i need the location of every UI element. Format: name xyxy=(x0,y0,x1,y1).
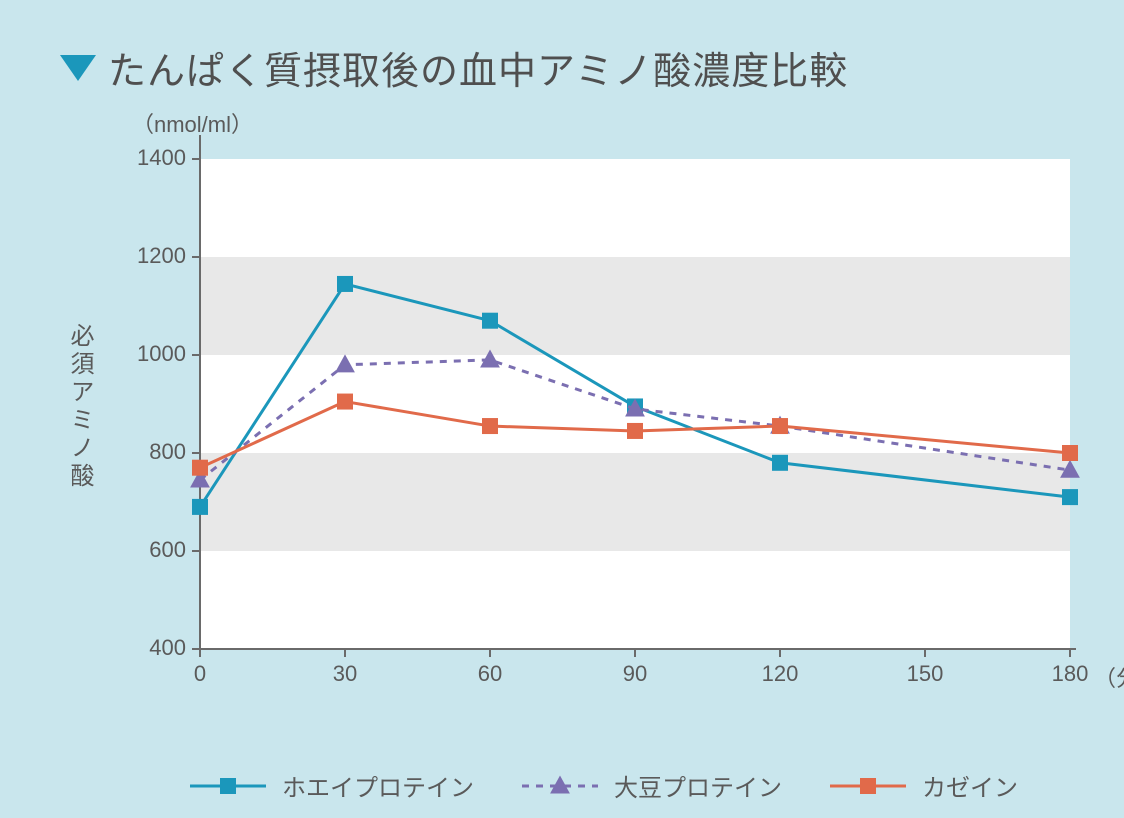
chart-legend: ホエイプロテイン 大豆プロテイン カゼイン xyxy=(190,768,1080,803)
chart-container: （nmol/ml） 必須アミノ酸 40060080010001200140003… xyxy=(70,113,1080,713)
triangle-down-icon xyxy=(60,55,96,81)
x-tick-label: 60 xyxy=(470,661,510,687)
y-tick-label: 1200 xyxy=(137,243,186,269)
legend-swatch-casein xyxy=(830,774,906,798)
x-unit-label: （分） xyxy=(1094,661,1124,693)
y-tick-label: 1000 xyxy=(137,341,186,367)
legend-item-whey: ホエイプロテイン xyxy=(190,768,474,803)
x-tick-label: 120 xyxy=(760,661,800,687)
x-tick-label: 180 xyxy=(1050,661,1090,687)
x-tick-label: 150 xyxy=(905,661,945,687)
chart-svg xyxy=(70,113,1080,713)
y-tick-label: 400 xyxy=(149,635,186,661)
x-tick-label: 90 xyxy=(615,661,655,687)
legend-swatch-soy xyxy=(522,774,598,798)
x-tick-label: 30 xyxy=(325,661,365,687)
page-root: たんぱく質摂取後の血中アミノ酸濃度比較 （nmol/ml） 必須アミノ酸 400… xyxy=(0,0,1124,818)
legend-label-whey: ホエイプロテイン xyxy=(282,768,474,803)
y-tick-label: 1400 xyxy=(137,145,186,171)
y-unit-label: （nmol/ml） xyxy=(132,107,253,139)
legend-swatch-whey xyxy=(190,774,266,798)
x-tick-label: 0 xyxy=(180,661,220,687)
title-row: たんぱく質摂取後の血中アミノ酸濃度比較 xyxy=(60,40,1084,95)
legend-label-casein: カゼイン xyxy=(922,768,1018,803)
page-title: たんぱく質摂取後の血中アミノ酸濃度比較 xyxy=(108,40,848,95)
y-tick-label: 600 xyxy=(149,537,186,563)
legend-label-soy: 大豆プロテイン xyxy=(614,768,782,803)
legend-item-soy: 大豆プロテイン xyxy=(522,768,782,803)
legend-item-casein: カゼイン xyxy=(830,768,1018,803)
y-axis-title: 必須アミノ酸 xyxy=(62,323,97,491)
y-tick-label: 800 xyxy=(149,439,186,465)
